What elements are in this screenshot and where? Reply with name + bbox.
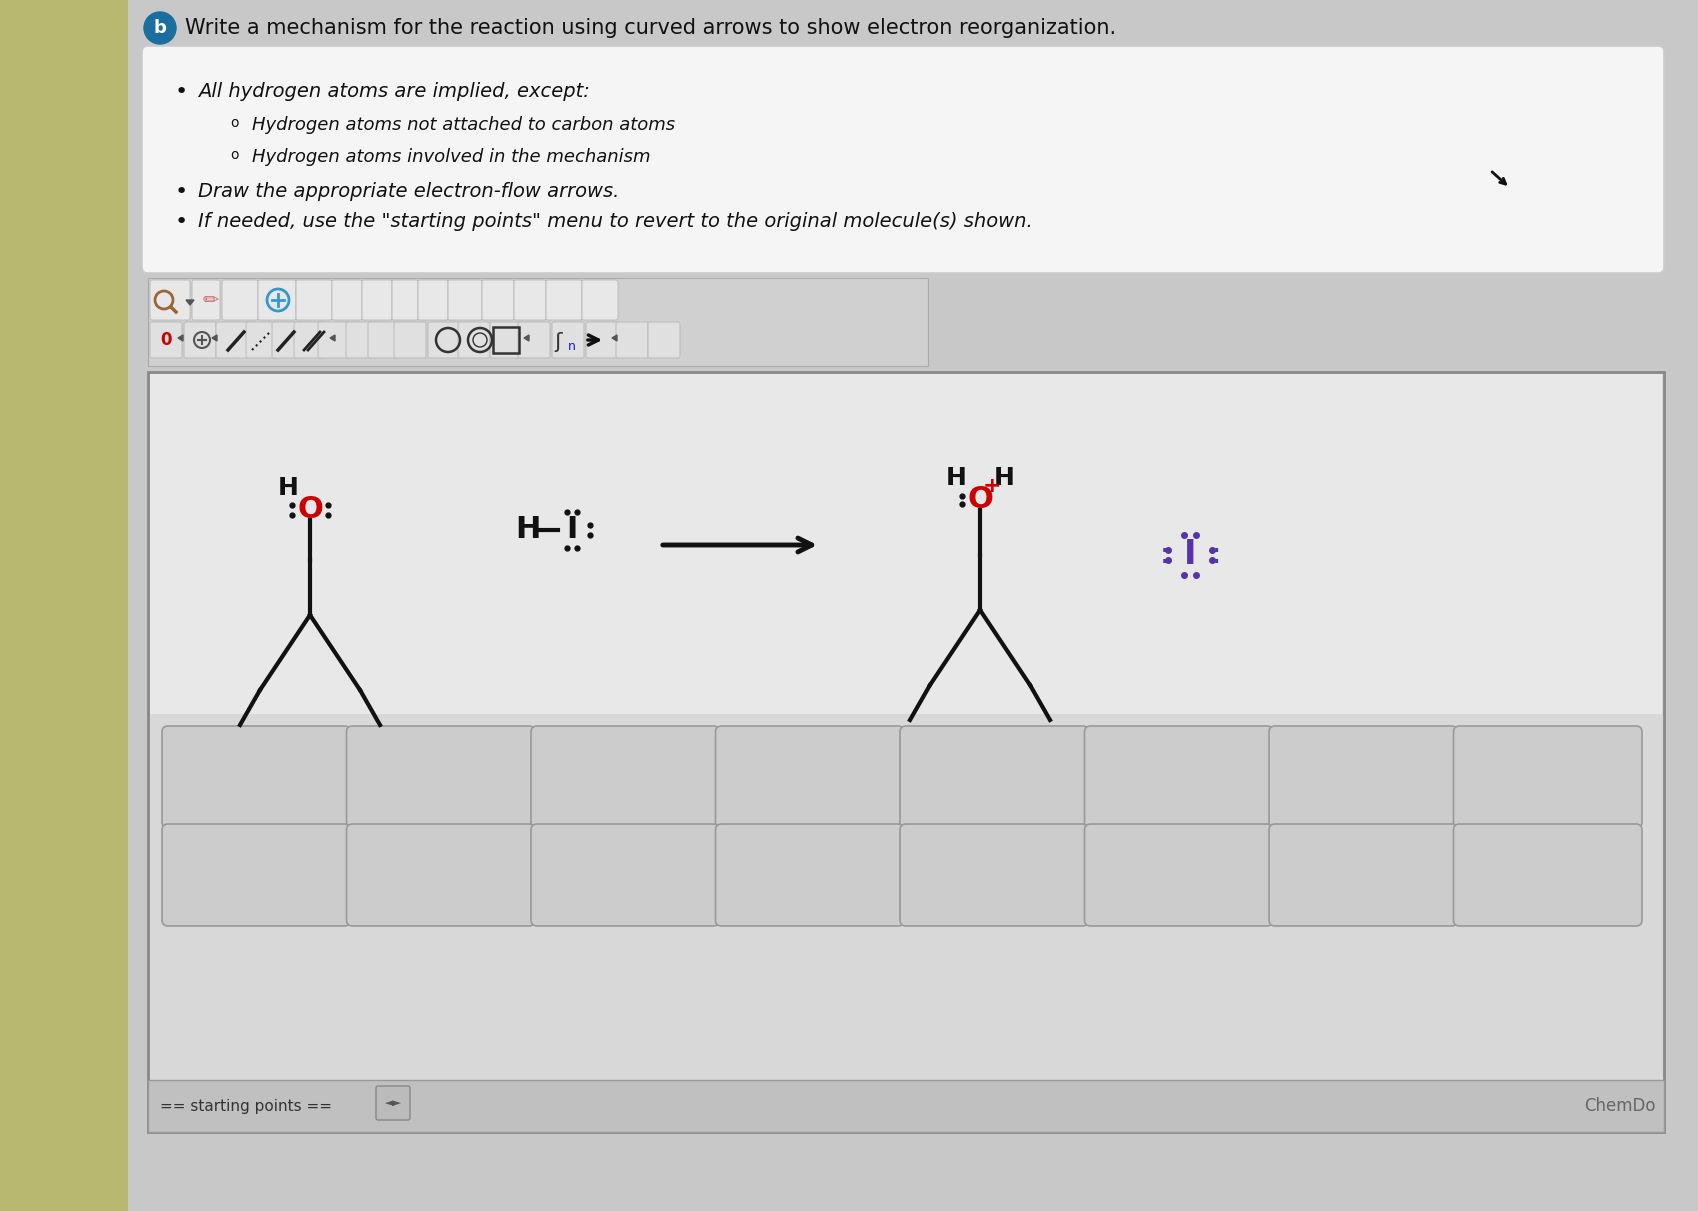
Text: == starting points ==: == starting points == [160, 1098, 331, 1113]
Polygon shape [212, 335, 217, 342]
Text: If needed, use the "starting points" menu to revert to the original molecule(s) : If needed, use the "starting points" men… [199, 212, 1032, 231]
Text: b: b [153, 19, 166, 38]
Text: •: • [175, 212, 188, 233]
Polygon shape [329, 335, 335, 342]
Text: I: I [565, 516, 577, 545]
FancyBboxPatch shape [143, 46, 1662, 272]
FancyBboxPatch shape [149, 374, 1661, 714]
FancyBboxPatch shape [458, 322, 489, 358]
FancyBboxPatch shape [318, 322, 350, 358]
FancyBboxPatch shape [545, 280, 582, 320]
FancyBboxPatch shape [0, 0, 127, 1211]
FancyBboxPatch shape [531, 823, 718, 926]
FancyBboxPatch shape [161, 727, 350, 828]
Text: +: + [981, 476, 1000, 497]
Text: o: o [229, 148, 238, 162]
FancyBboxPatch shape [149, 280, 190, 320]
FancyBboxPatch shape [368, 322, 399, 358]
Text: :: : [1158, 541, 1168, 569]
Text: o: o [229, 116, 238, 130]
FancyBboxPatch shape [246, 322, 278, 358]
FancyBboxPatch shape [1268, 823, 1457, 926]
FancyBboxPatch shape [272, 322, 304, 358]
FancyBboxPatch shape [518, 322, 550, 358]
FancyBboxPatch shape [346, 823, 535, 926]
FancyBboxPatch shape [418, 280, 448, 320]
FancyBboxPatch shape [715, 727, 903, 828]
FancyBboxPatch shape [192, 280, 219, 320]
Text: ◄►: ◄► [384, 1098, 401, 1108]
FancyBboxPatch shape [148, 372, 1662, 1132]
FancyBboxPatch shape [375, 1086, 409, 1120]
Text: n: n [567, 339, 576, 352]
FancyBboxPatch shape [331, 280, 362, 320]
Text: H: H [514, 516, 540, 545]
Text: I: I [1184, 539, 1195, 572]
FancyBboxPatch shape [216, 322, 248, 358]
FancyBboxPatch shape [258, 280, 295, 320]
FancyBboxPatch shape [295, 280, 331, 320]
FancyBboxPatch shape [148, 279, 927, 366]
FancyBboxPatch shape [1268, 727, 1457, 828]
Text: Hydrogen atoms involved in the mechanism: Hydrogen atoms involved in the mechanism [251, 148, 650, 166]
Text: •: • [175, 182, 188, 202]
FancyBboxPatch shape [428, 322, 460, 358]
FancyBboxPatch shape [448, 280, 482, 320]
Circle shape [144, 12, 177, 44]
FancyBboxPatch shape [346, 727, 535, 828]
FancyBboxPatch shape [362, 280, 392, 320]
Text: H: H [946, 466, 966, 490]
FancyBboxPatch shape [392, 280, 418, 320]
FancyBboxPatch shape [900, 727, 1088, 828]
Polygon shape [523, 335, 528, 342]
Polygon shape [185, 300, 194, 305]
FancyBboxPatch shape [586, 322, 618, 358]
Text: O: O [966, 486, 992, 515]
Text: •: • [175, 82, 188, 102]
FancyBboxPatch shape [183, 322, 216, 358]
FancyBboxPatch shape [1453, 823, 1640, 926]
FancyBboxPatch shape [616, 322, 647, 358]
FancyBboxPatch shape [161, 823, 350, 926]
FancyBboxPatch shape [715, 823, 903, 926]
FancyBboxPatch shape [127, 0, 1698, 1211]
Text: ʃ: ʃ [554, 332, 562, 352]
Text: H: H [993, 466, 1014, 490]
Text: H: H [277, 476, 299, 500]
Text: Hydrogen atoms not attached to carbon atoms: Hydrogen atoms not attached to carbon at… [251, 116, 674, 134]
FancyBboxPatch shape [222, 280, 258, 320]
FancyBboxPatch shape [531, 727, 718, 828]
FancyBboxPatch shape [1453, 727, 1640, 828]
FancyBboxPatch shape [149, 322, 182, 358]
FancyBboxPatch shape [482, 280, 514, 320]
FancyBboxPatch shape [1083, 823, 1272, 926]
Text: :: : [1211, 541, 1219, 569]
FancyBboxPatch shape [552, 322, 584, 358]
FancyBboxPatch shape [514, 280, 545, 320]
FancyBboxPatch shape [900, 823, 1088, 926]
Text: O: O [297, 495, 323, 524]
FancyBboxPatch shape [1083, 727, 1272, 828]
Text: ChemDo: ChemDo [1584, 1097, 1656, 1115]
Text: Write a mechanism for the reaction using curved arrows to show electron reorgani: Write a mechanism for the reaction using… [185, 18, 1116, 38]
Text: 0: 0 [160, 331, 171, 349]
FancyBboxPatch shape [582, 280, 618, 320]
FancyBboxPatch shape [148, 1080, 1662, 1132]
FancyBboxPatch shape [489, 322, 521, 358]
Text: ✏: ✏ [202, 291, 219, 310]
FancyBboxPatch shape [294, 322, 326, 358]
FancyBboxPatch shape [394, 322, 426, 358]
Polygon shape [178, 335, 183, 342]
Polygon shape [611, 335, 616, 342]
FancyBboxPatch shape [647, 322, 679, 358]
FancyBboxPatch shape [346, 322, 377, 358]
Text: All hydrogen atoms are implied, except:: All hydrogen atoms are implied, except: [199, 82, 589, 101]
Text: Draw the appropriate electron-flow arrows.: Draw the appropriate electron-flow arrow… [199, 182, 620, 201]
